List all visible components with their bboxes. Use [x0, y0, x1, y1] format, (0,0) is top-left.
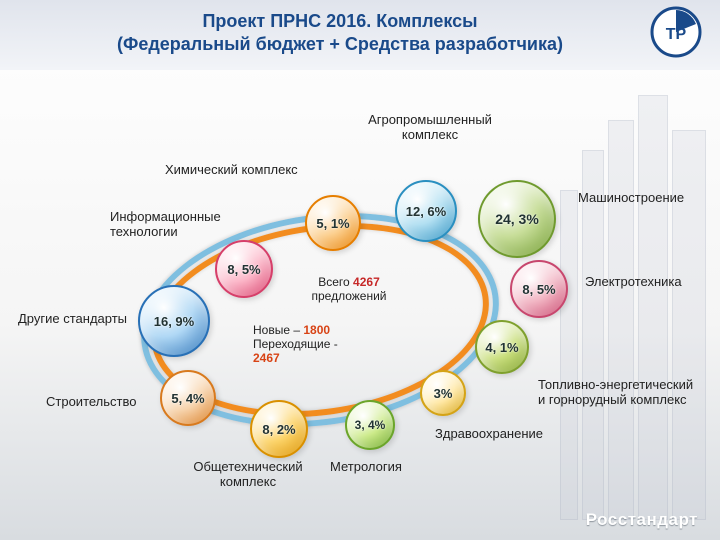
center-total: Всего 4267 предложений	[284, 275, 414, 303]
bubble-fuel: 4, 1%	[475, 320, 529, 374]
title-line2: (Федеральный бюджет + Средства разработч…	[117, 34, 563, 54]
bg-building-bar	[560, 190, 578, 520]
bubble-health: 3%	[420, 370, 466, 416]
label-metro: Метрология	[330, 460, 402, 475]
svg-text:ТР: ТР	[666, 26, 687, 43]
bubble-constr: 5, 4%	[160, 370, 216, 426]
center-breakdown: Новые – 1800 Переходящие - 2467	[253, 323, 403, 365]
bubble-chem: 5, 1%	[305, 195, 361, 251]
center-total-suffix: предложений	[312, 289, 387, 303]
label-it: Информационныетехнологии	[110, 210, 221, 240]
bubble-gentech: 8, 2%	[250, 400, 308, 458]
title-line1: Проект ПРНС 2016. Комплексы	[202, 11, 477, 31]
label-fuel: Топливно-энергетическийи горнорудный ком…	[538, 378, 693, 408]
center-total-value: 4267	[353, 275, 380, 289]
label-constr: Строительство	[46, 395, 136, 410]
bubble-mach: 24, 3%	[478, 180, 556, 258]
footer-brand: Росстандарт	[586, 510, 698, 530]
bg-building-bar	[608, 120, 634, 520]
label-agro: Агропромышленныйкомплекс	[350, 113, 510, 143]
center-carry-label: Переходящие -	[253, 337, 338, 351]
page-title: Проект ПРНС 2016. Комплексы (Федеральный…	[90, 10, 590, 57]
label-chem: Химический комплекс	[165, 163, 298, 178]
label-electro: Электротехника	[585, 275, 682, 290]
bg-building-bar	[672, 130, 706, 520]
label-other: Другие стандарты	[18, 312, 127, 327]
bg-building-bar	[638, 95, 668, 520]
bubble-electro: 8, 5%	[510, 260, 568, 318]
center-total-label: Всего	[318, 275, 349, 289]
center-new-label: Новые –	[253, 323, 300, 337]
label-health: Здравоохранение	[435, 427, 543, 442]
center-new-value: 1800	[303, 323, 330, 337]
brand-logo: ТР	[650, 6, 702, 58]
bubble-agro: 12, 6%	[395, 180, 457, 242]
label-mach: Машиностроение	[578, 191, 684, 206]
bubble-other: 16, 9%	[138, 285, 210, 357]
center-carry-value: 2467	[253, 351, 280, 365]
bubble-it: 8, 5%	[215, 240, 273, 298]
bubble-metro: 3, 4%	[345, 400, 395, 450]
label-gentech: Общетехническийкомплекс	[168, 460, 328, 490]
